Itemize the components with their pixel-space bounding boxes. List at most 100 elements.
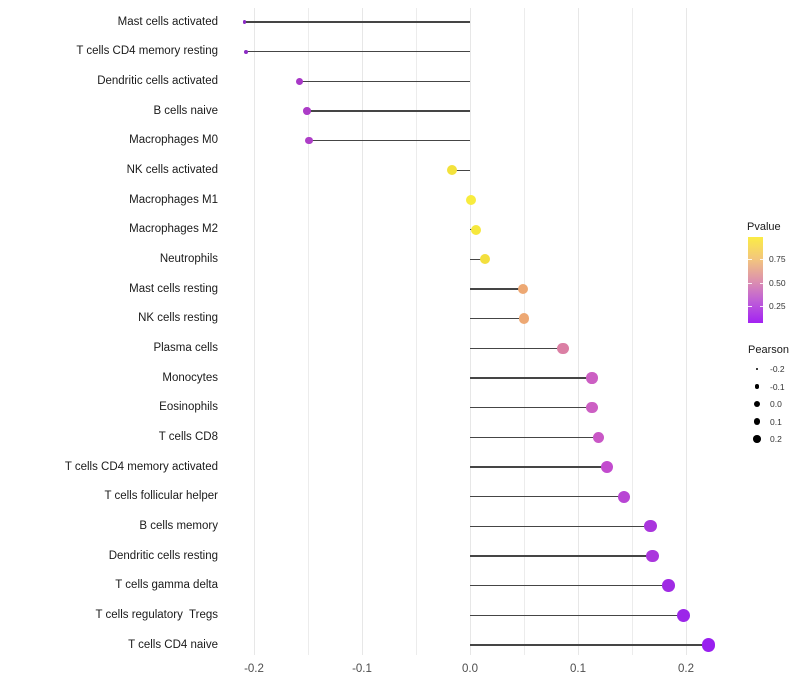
data-point <box>244 49 249 54</box>
lollipop-stem <box>470 555 653 557</box>
lollipop-stem <box>246 50 470 53</box>
y-axis-label: Dendritic cells activated <box>97 74 218 87</box>
data-point <box>646 549 659 563</box>
x-axis-tick-label: 0.0 <box>462 663 478 675</box>
lollipop-stem <box>470 406 593 409</box>
y-axis-label: T cells regulatory Tregs <box>95 608 218 621</box>
y-axis-label: Mast cells resting <box>129 282 218 295</box>
lollipop-stem <box>470 317 524 320</box>
lollipop-stem <box>470 584 669 587</box>
pvalue-legend-title: Pvalue <box>747 221 781 233</box>
gridline <box>631 8 633 655</box>
lollipop-stem <box>470 495 625 498</box>
colorbar-tick-mark <box>748 259 752 261</box>
lollipop-stem <box>309 139 470 142</box>
data-point <box>517 283 529 295</box>
size-legend-dot <box>754 401 760 407</box>
x-axis-tick-label: -0.1 <box>352 663 372 675</box>
pvalue-tick-label: 0.50 <box>769 277 786 288</box>
y-axis-label: T cells CD4 naive <box>128 638 218 651</box>
pvalue-tick-label: 0.25 <box>769 300 786 311</box>
y-axis-label: Macrophages M0 <box>129 134 218 147</box>
lollipop-stem <box>470 288 523 290</box>
x-axis-tick-label: 0.1 <box>570 663 586 675</box>
gridline <box>415 8 417 655</box>
data-point <box>701 638 716 652</box>
data-point <box>446 165 457 176</box>
data-point <box>662 579 676 592</box>
size-legend-dot <box>754 384 760 389</box>
data-point <box>618 490 631 503</box>
gridline <box>469 8 471 655</box>
data-point <box>471 224 482 235</box>
data-point <box>601 461 614 473</box>
gridline <box>307 8 309 655</box>
y-axis-label: T cells follicular helper <box>104 490 218 503</box>
gridline <box>577 8 579 655</box>
colorbar-tick-mark <box>759 259 763 261</box>
pvalue-colorbar <box>748 237 763 323</box>
size-legend-label: -0.2 <box>770 364 785 374</box>
y-axis-label: Macrophages M2 <box>129 223 218 236</box>
lollipop-stem <box>470 347 563 350</box>
data-point <box>295 77 303 85</box>
y-axis-label: Monocytes <box>162 371 218 384</box>
lollipop-stem <box>451 169 470 172</box>
lollipop-stem <box>306 110 470 112</box>
data-point <box>644 520 657 533</box>
y-axis-label: T cells CD4 memory activated <box>64 460 218 473</box>
data-point <box>586 401 598 414</box>
data-point <box>557 342 569 354</box>
y-axis-label: Macrophages M1 <box>129 193 218 206</box>
y-axis-label: Mast cells activated <box>117 15 218 28</box>
y-axis-label: T cells CD8 <box>158 430 218 443</box>
size-legend-label: -0.1 <box>770 381 785 392</box>
lollipop-stem <box>470 436 599 439</box>
y-axis-label: NK cells activated <box>126 163 218 176</box>
y-axis-label: B cells naive <box>153 104 218 117</box>
colorbar-tick-mark <box>759 282 763 284</box>
lollipop-stem <box>470 258 486 261</box>
colorbar-tick-mark <box>748 305 752 307</box>
data-point <box>592 431 605 444</box>
size-legend-dot <box>753 435 761 443</box>
data-point <box>586 372 598 384</box>
lollipop-stem <box>470 466 608 468</box>
data-point <box>466 195 477 205</box>
y-axis-label: Plasma cells <box>153 341 218 354</box>
y-axis-label: Neutrophils <box>159 252 218 265</box>
lollipop-stem <box>470 644 709 646</box>
colorbar-tick-mark <box>759 305 763 307</box>
gridline <box>361 8 363 655</box>
pearson-legend-title: Pearson <box>748 344 789 356</box>
y-axis-label: Eosinophils <box>159 401 218 414</box>
data-point <box>479 254 491 265</box>
y-axis-label: NK cells resting <box>138 312 218 325</box>
size-legend-dot <box>755 367 759 371</box>
colorbar-tick-mark <box>748 282 752 284</box>
lollipop-stem <box>470 614 684 617</box>
gridline <box>523 8 525 655</box>
size-legend-label: 0.0 <box>770 399 782 409</box>
lollipop-stem <box>470 525 651 528</box>
y-axis-label: Dendritic cells resting <box>108 549 218 562</box>
pvalue-tick-label: 0.75 <box>769 254 786 265</box>
data-point <box>303 107 311 115</box>
size-legend-label: 0.1 <box>770 416 782 427</box>
data-point <box>518 313 530 324</box>
lollipop-stem <box>299 80 470 83</box>
size-legend-dot <box>753 418 761 425</box>
data-point <box>677 608 691 622</box>
x-axis-tick-label: 0.2 <box>678 663 694 675</box>
gridline <box>685 8 687 655</box>
y-axis-label: B cells memory <box>139 519 218 532</box>
data-point <box>305 136 313 145</box>
gridline <box>253 8 255 655</box>
lollipop-stem <box>470 377 593 379</box>
lollipop-stem <box>244 21 470 23</box>
data-point <box>242 20 247 24</box>
x-axis-tick-label: -0.2 <box>244 663 264 675</box>
size-legend-label: 0.2 <box>770 434 782 444</box>
y-axis-label: T cells gamma delta <box>115 579 218 592</box>
